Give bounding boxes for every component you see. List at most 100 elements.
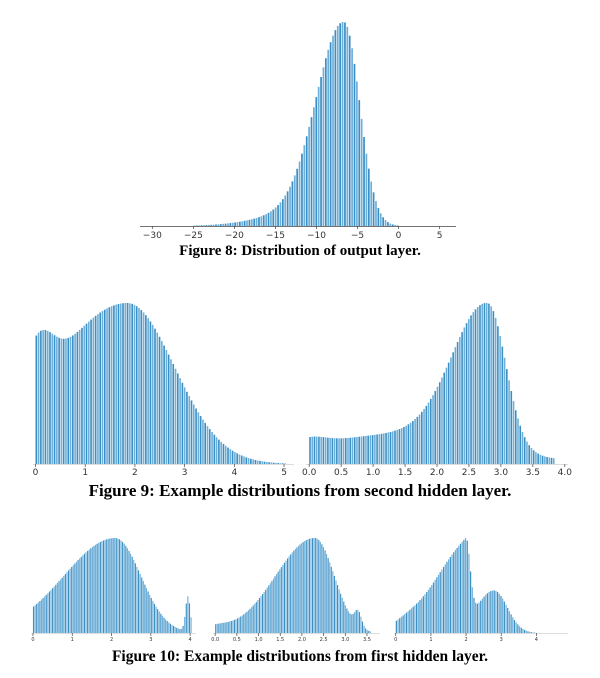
histogram-bar (394, 430, 396, 464)
histogram-bar (340, 593, 342, 633)
histogram-bar (96, 543, 98, 633)
histogram-bar (262, 594, 264, 633)
histogram-bar (243, 456, 245, 464)
histogram-bar (215, 437, 218, 464)
histogram-bar (212, 224, 215, 226)
histogram-bar (419, 600, 421, 633)
histogram-bar (336, 26, 339, 226)
histogram-bar (481, 598, 484, 633)
histogram-bar (147, 318, 149, 464)
first-hidden-histogram-left: 0 1 2 3 4 (31, 538, 196, 643)
histogram-bar (147, 591, 149, 633)
histogram-bar (276, 573, 278, 633)
histogram-bar (184, 616, 186, 633)
histogram-bar (494, 317, 497, 464)
histogram-bar (550, 457, 553, 464)
histogram-bar (224, 223, 227, 226)
histogram-bar (338, 438, 340, 464)
histogram-bar (291, 181, 294, 226)
histogram-bar (520, 627, 522, 633)
histogram-bar (425, 405, 428, 464)
histogram-bar (336, 438, 338, 464)
histogram-bar (321, 544, 323, 633)
histogram-bar (340, 438, 343, 464)
histogram-bar (277, 463, 280, 464)
histogram-bar (257, 600, 259, 633)
histogram-bar (346, 26, 349, 226)
histogram-bar (414, 605, 416, 633)
histogram-bar (261, 461, 264, 464)
histogram-bar (490, 306, 492, 464)
histogram-bar (293, 175, 296, 226)
histogram-bar (190, 617, 192, 633)
histogram-bar (126, 548, 128, 633)
histogram-bar (508, 380, 510, 464)
histogram-bar (282, 564, 284, 633)
histogram-bar (281, 199, 284, 226)
histogram-bar (395, 620, 397, 633)
histogram-bar (165, 619, 167, 633)
histogram-bar (424, 594, 426, 633)
histogram-bar (506, 369, 508, 464)
histogram-bar (291, 552, 293, 633)
histogram-bar (493, 590, 495, 633)
histogram-bar (503, 357, 506, 464)
histogram-bar (356, 81, 358, 227)
histogram-bar (475, 602, 477, 633)
histogram-bar (206, 426, 209, 464)
x-tick-label: 4 (535, 637, 538, 643)
histogram-bar (530, 448, 533, 464)
histogram-bar (476, 306, 479, 464)
histogram-bar (387, 432, 390, 464)
histogram-bar (48, 591, 51, 633)
histogram-bar (358, 100, 361, 226)
histogram-bar (444, 564, 446, 633)
histogram-bar (227, 223, 229, 226)
histogram-bar (365, 435, 367, 464)
histogram-bar (523, 437, 526, 464)
histogram-bar (49, 332, 51, 464)
histogram-bar (461, 332, 463, 464)
histogram-bar (552, 458, 555, 464)
histogram-bar (229, 449, 232, 464)
histogram-bar (250, 219, 253, 226)
histogram-bar (208, 429, 211, 464)
histogram-bar (402, 615, 404, 633)
histogram-bar (186, 391, 188, 464)
histogram-bar (81, 327, 83, 464)
histogram-bar (281, 463, 284, 464)
histogram-bar (537, 453, 539, 464)
histogram-bar (397, 619, 399, 633)
x-tick-label: 3.0 (341, 637, 349, 643)
histogram-bar (110, 538, 113, 633)
histogram-bar (134, 563, 136, 633)
histogram-bar (142, 312, 145, 464)
histogram-bar (379, 213, 382, 226)
histogram-bar (341, 597, 343, 633)
histogram-bar (103, 309, 106, 464)
histogram-bar (361, 621, 364, 633)
histogram-bar (200, 225, 203, 226)
histogram-bar (463, 539, 465, 633)
histogram-bar (546, 456, 548, 464)
histogram-bar (327, 49, 330, 226)
histogram-bar (414, 419, 416, 464)
histogram-bar (342, 438, 345, 464)
histogram-bar (234, 452, 236, 464)
histogram-bar (360, 616, 362, 633)
histogram-bar (157, 609, 159, 633)
histogram-bar (267, 212, 270, 226)
histogram-bar (183, 387, 186, 464)
histogram-bar (338, 589, 340, 633)
histogram-bar (332, 35, 334, 227)
histogram-bar (480, 600, 482, 633)
histogram-bar (101, 541, 103, 633)
histogram-bar (351, 437, 354, 464)
histogram-bar (461, 541, 463, 633)
histogram-bar (99, 312, 102, 464)
histogram-bar (407, 611, 409, 633)
histogram-bar (120, 540, 122, 633)
histogram-bar (324, 58, 327, 226)
histogram-bar (60, 338, 63, 464)
x-tick-label: 3 (149, 637, 152, 643)
